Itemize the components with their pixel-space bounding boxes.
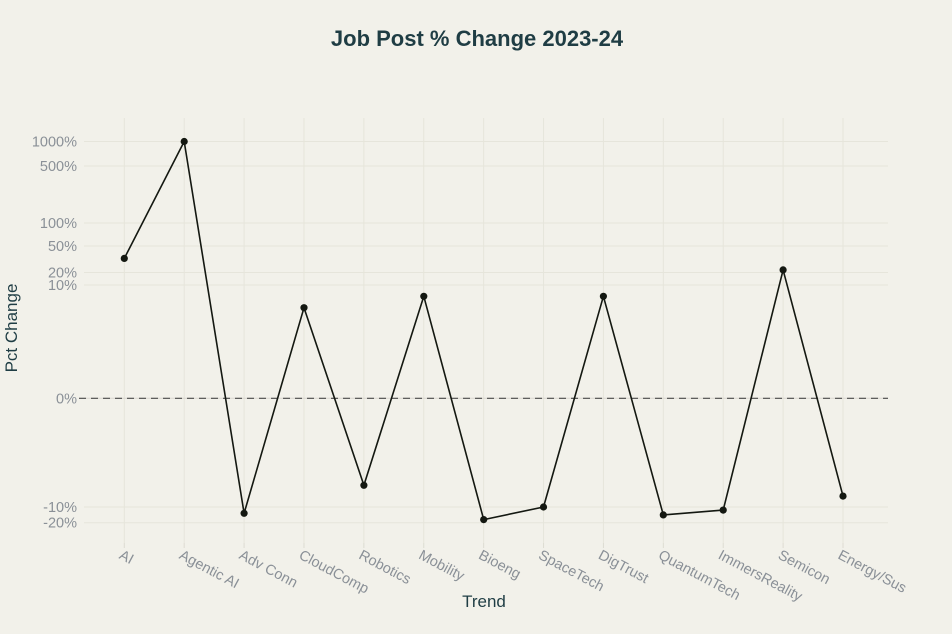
y-tick-label: 1000% (32, 135, 77, 151)
data-point (120, 254, 128, 262)
x-tick-label: Mobility (416, 547, 468, 585)
x-tick-label: AI (116, 547, 136, 568)
x-tick-label: SpaceTech (536, 547, 607, 595)
data-point (539, 503, 548, 511)
horizontal-gridlines (84, 141, 888, 524)
x-tick-label: Energy/Sus (835, 547, 909, 596)
x-tick-label: Agentic AI (176, 547, 241, 592)
data-point (360, 481, 368, 489)
y-tick-labels: 1000% 500% 100% 50% 20%10% 0% -10%-20% (32, 135, 77, 532)
data-point (719, 506, 727, 514)
data-point (599, 292, 608, 300)
chart-title: Job Post % Change 2023-24 (331, 26, 624, 51)
data-point (480, 516, 488, 524)
y-tick-label: -20% (43, 516, 77, 532)
y-tick-label: -10% (43, 500, 77, 516)
y-tick-label: 500% (40, 159, 77, 175)
y-tick-label: 20% (48, 266, 77, 282)
x-tick-label: Adv Conn (236, 547, 300, 591)
data-point (659, 511, 667, 519)
y-tick-label: 10% (48, 278, 77, 294)
data-series (120, 137, 847, 524)
y-tick-label: 100% (40, 216, 77, 232)
data-point (420, 292, 428, 300)
data-point (300, 304, 308, 312)
x-axis-title: Trend (462, 592, 506, 611)
y-axis-title: Pct Change (2, 284, 21, 373)
data-point (779, 266, 787, 274)
data-point (240, 509, 248, 517)
data-point (839, 492, 847, 500)
x-tick-label: Bioeng (476, 547, 523, 582)
y-tick-label: 50% (48, 239, 77, 255)
x-axis-tick-marks (123, 543, 844, 548)
y-tick-label: 0% (56, 391, 77, 407)
vertical-gridlines (123, 118, 844, 543)
data-point (180, 137, 188, 146)
